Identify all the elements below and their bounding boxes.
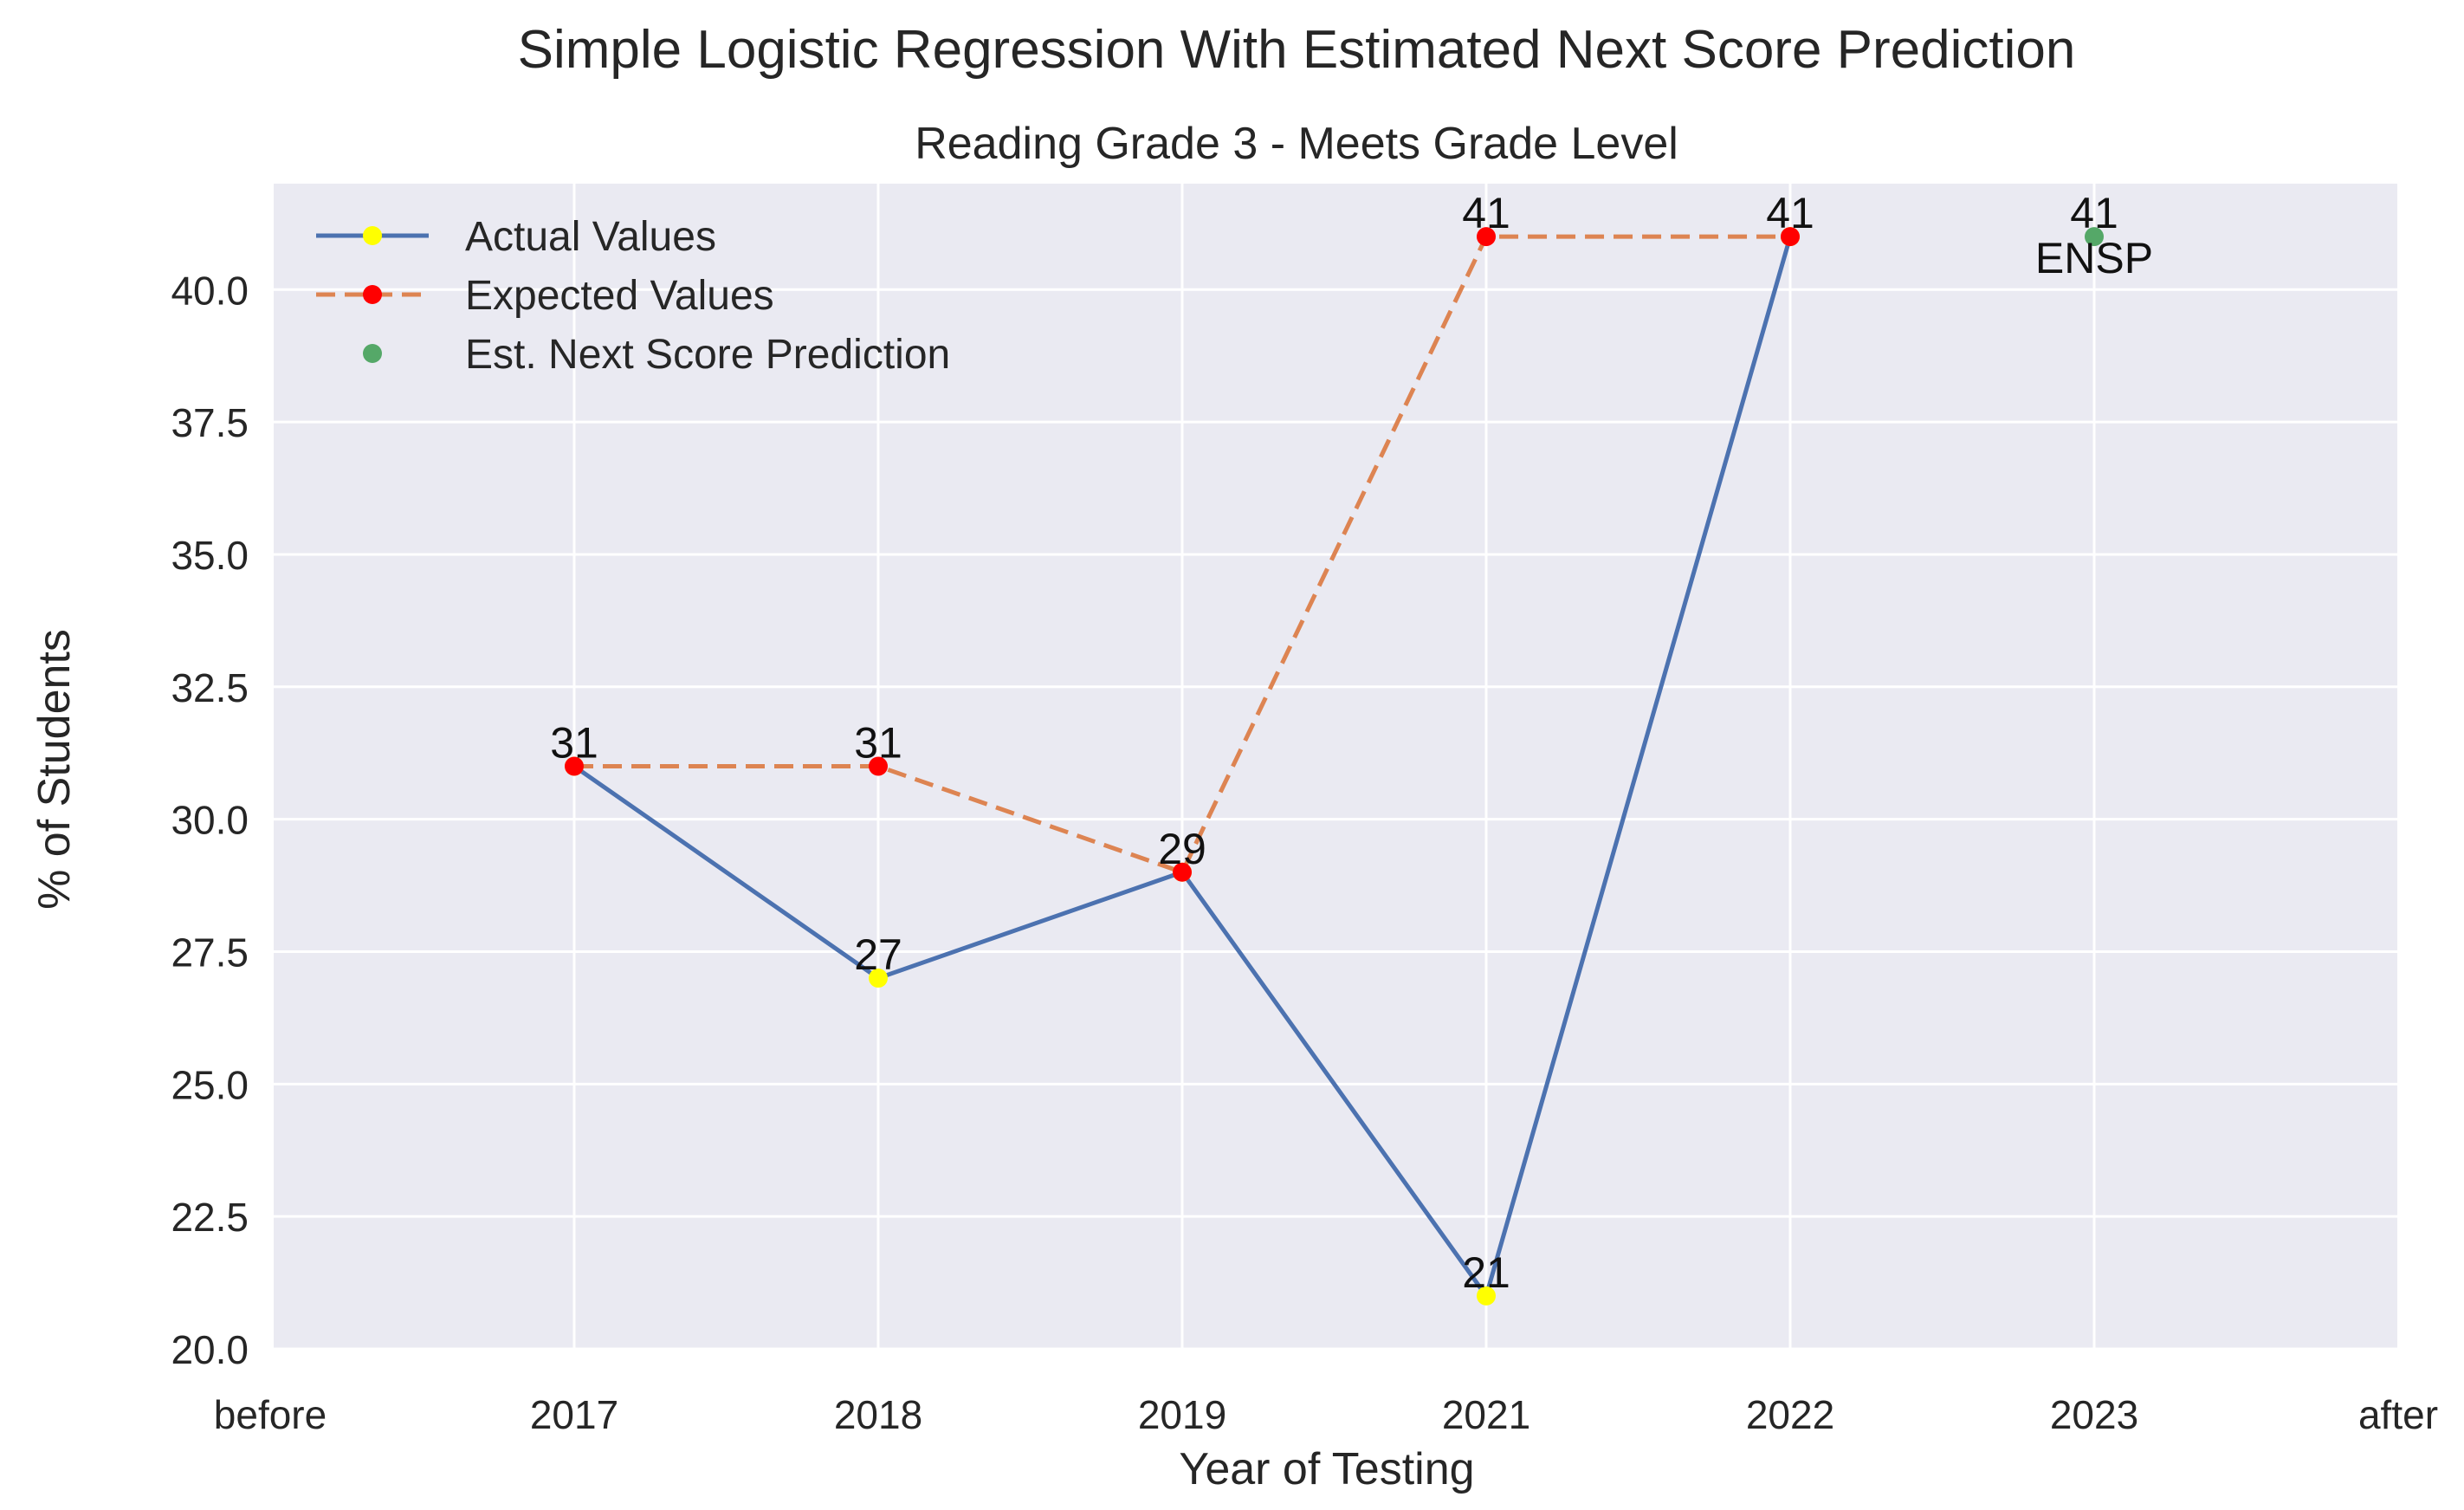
data-label-expected-values-2018: 31 bbox=[854, 719, 902, 768]
y-tick-label: 37.5 bbox=[171, 400, 249, 445]
x-axis-label: Year of Testing bbox=[1179, 1444, 1474, 1494]
chart-subtitle: Reading Grade 3 - Meets Grade Level bbox=[915, 119, 1678, 169]
data-label-actual-values-2022: 41 bbox=[1766, 189, 1814, 237]
x-tick-label: after bbox=[2358, 1392, 2438, 1437]
data-label-expected-values-2021: 41 bbox=[1462, 189, 1510, 237]
legend-marker-actual-values bbox=[363, 226, 382, 245]
y-tick-label: 40.0 bbox=[171, 268, 249, 313]
legend-label-expected-values: Expected Values bbox=[465, 273, 774, 319]
series-layer bbox=[565, 227, 2104, 1306]
point-actual-values-2018 bbox=[869, 969, 888, 988]
y-tick-label: 25.0 bbox=[171, 1062, 249, 1107]
series-line-expected-values bbox=[574, 234, 1790, 875]
data-label-actual-values-2021: 21 bbox=[1462, 1248, 1510, 1297]
point-expected-values-2022 bbox=[1781, 227, 1800, 247]
y-tick-label: 32.5 bbox=[171, 665, 249, 710]
point-expected-values-2019 bbox=[1173, 862, 1192, 882]
y-tick-label: 35.0 bbox=[171, 533, 249, 578]
x-tick-label: 2019 bbox=[1138, 1392, 1226, 1437]
x-tick-label: 2022 bbox=[1746, 1392, 1834, 1437]
x-tick-label: 2021 bbox=[1442, 1392, 1530, 1437]
x-tick-label: 2017 bbox=[530, 1392, 618, 1437]
point-expected-values-2021 bbox=[1477, 227, 1496, 247]
y-tick-label: 27.5 bbox=[171, 930, 249, 975]
data-label-actual-values-2017: 31 bbox=[550, 719, 598, 768]
data-label-actual-values-2018: 27 bbox=[854, 930, 902, 979]
y-axis-label: % of Students bbox=[29, 629, 80, 910]
point-actual-values-2021 bbox=[1477, 1286, 1496, 1306]
y-tick-labels: 20.0 22.5 25.0 27.5 30.0 32.5 35.0 37.5 40.0 bbox=[171, 268, 249, 1372]
y-tick-label: 30.0 bbox=[171, 798, 249, 843]
x-tick-labels: before 2017 2018 2019 2021 2022 2023 after bbox=[214, 1392, 2438, 1437]
point-est-next-score-prediction-2023 bbox=[2085, 227, 2104, 247]
legend-label-est-next-score-prediction: Est. Next Score Prediction bbox=[465, 332, 950, 378]
point-expected-values-2018 bbox=[869, 756, 888, 776]
plot-background bbox=[274, 184, 2397, 1349]
data-label-actual-values-2019: 29 bbox=[1158, 825, 1206, 873]
x-tick-label: 2023 bbox=[2050, 1392, 2138, 1437]
data-label-est-next-score-prediction-2023: 41 bbox=[2070, 189, 2118, 237]
y-tick-label: 22.5 bbox=[171, 1195, 249, 1240]
legend-marker-est-next-score-prediction bbox=[363, 344, 382, 363]
annotation-label-est-next-score-prediction: ENSP bbox=[2035, 234, 2153, 282]
y-tick-label: 20.0 bbox=[171, 1327, 249, 1372]
chart-title: Simple Logistic Regression With Estimate… bbox=[518, 20, 2076, 80]
point-expected-values-2017 bbox=[565, 756, 584, 776]
legend-label-actual-values: Actual Values bbox=[465, 214, 716, 260]
legend: Actual Values Expected Values Est. Next Sc… bbox=[316, 214, 950, 378]
x-tick-label: 2018 bbox=[834, 1392, 922, 1437]
legend-marker-expected-values bbox=[363, 285, 382, 304]
x-tick-label: before bbox=[214, 1392, 327, 1437]
